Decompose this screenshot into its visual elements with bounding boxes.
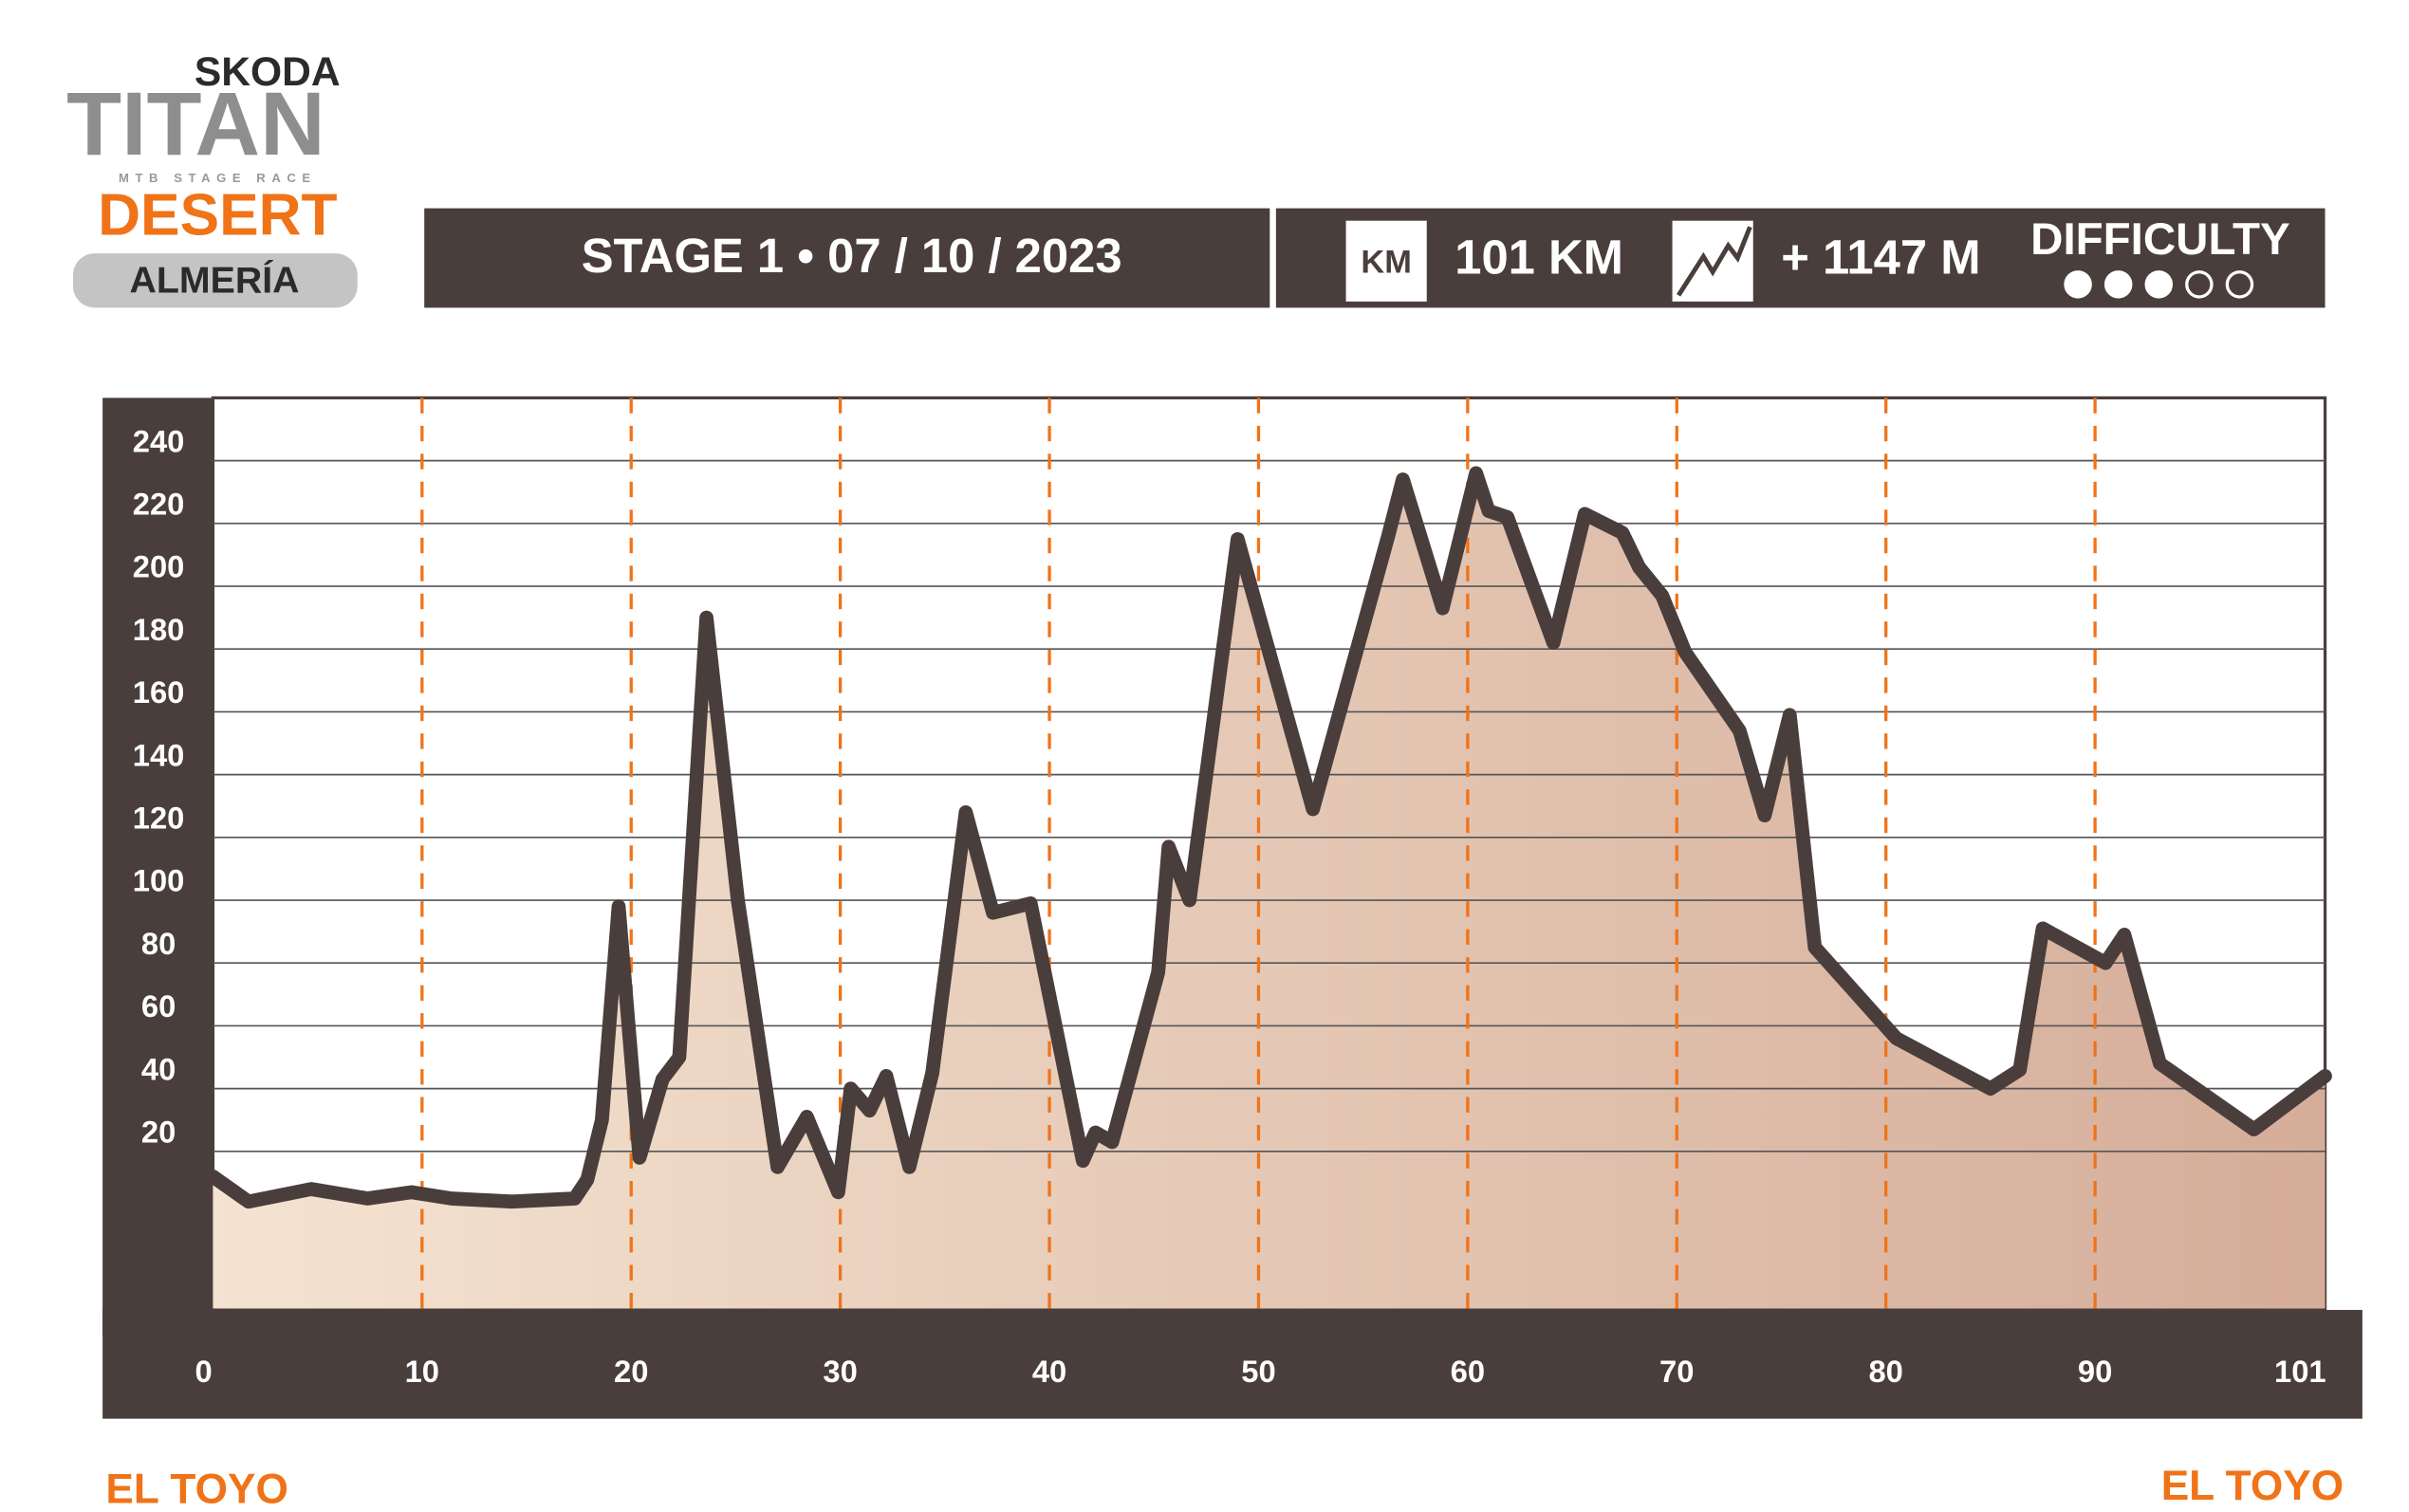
y-tick-label: 140 xyxy=(133,737,185,772)
x-tick-label: 0 xyxy=(195,1354,212,1389)
km-icon-text: KM xyxy=(1361,245,1411,281)
x-tick-label: 40 xyxy=(1032,1354,1066,1389)
y-tick-label: 20 xyxy=(141,1114,176,1149)
km-icon xyxy=(1345,220,1427,302)
y-tick-label: 40 xyxy=(141,1051,176,1086)
stage-box xyxy=(424,208,1270,308)
x-tick-label: 20 xyxy=(614,1354,648,1389)
x-tick-label: 70 xyxy=(1659,1354,1694,1389)
elevation-gain: + 1147 M xyxy=(1781,230,1980,285)
y-tick-label: 180 xyxy=(133,612,185,647)
difficulty-dot xyxy=(2144,270,2174,299)
difficulty-dot xyxy=(2064,270,2092,299)
elevation-area xyxy=(213,472,2326,1309)
x-tick-label: 30 xyxy=(823,1354,857,1389)
stage-bar: STAGE 1 • 07 / 10 / 2023 KM 101 KM + 114… xyxy=(424,208,2326,308)
difficulty-dot xyxy=(2103,270,2133,299)
location-badge xyxy=(72,253,358,308)
y-tick-label: 200 xyxy=(133,549,185,584)
event: DESERT xyxy=(98,182,337,248)
x-tick-label: 80 xyxy=(1868,1354,1902,1389)
y-tick-label: 100 xyxy=(133,863,185,898)
x-tick-label: 101 xyxy=(2274,1354,2326,1389)
x-tick-label: 50 xyxy=(1241,1354,1275,1389)
distance: 101 KM xyxy=(1455,230,1623,285)
stage: STAGE 1 • 07 / 10 / 2023 xyxy=(582,229,1122,283)
finish-label: EL TOYO xyxy=(2161,1463,2344,1509)
location: ALMERÍA xyxy=(130,260,300,302)
elevation-icon-line xyxy=(1677,226,1752,297)
x-tick-label: 60 xyxy=(1451,1354,1485,1389)
y-tick-label: 120 xyxy=(133,800,185,835)
y-tick-label: 80 xyxy=(141,926,176,961)
y-tick-label: 240 xyxy=(133,423,185,458)
brand: SKODA xyxy=(195,49,341,95)
y-tick-label: 220 xyxy=(133,486,185,521)
logo: SKODA TITAN MTB STAGE RACE DESERT ALMERÍ… xyxy=(66,49,358,308)
plot-border xyxy=(211,396,2327,1312)
chart-frame xyxy=(102,396,2363,1419)
start-label: EL TOYO xyxy=(105,1466,288,1512)
x-tick-label: 10 xyxy=(405,1354,439,1389)
difficulty-dot xyxy=(2185,270,2214,299)
elevation-line xyxy=(206,466,2332,1209)
difficulty-label: DIFFICULTY xyxy=(2030,214,2290,265)
x-axis-band xyxy=(102,1309,2363,1419)
logo-text: TITAN xyxy=(66,74,325,175)
x-tick-label: 90 xyxy=(2078,1354,2112,1389)
tagline: MTB STAGE RACE xyxy=(119,171,317,185)
y-tick-label: 60 xyxy=(141,988,176,1023)
y-axis-band xyxy=(102,397,213,1337)
y-tick-label: 160 xyxy=(133,674,185,710)
difficulty-dot xyxy=(2225,270,2254,299)
